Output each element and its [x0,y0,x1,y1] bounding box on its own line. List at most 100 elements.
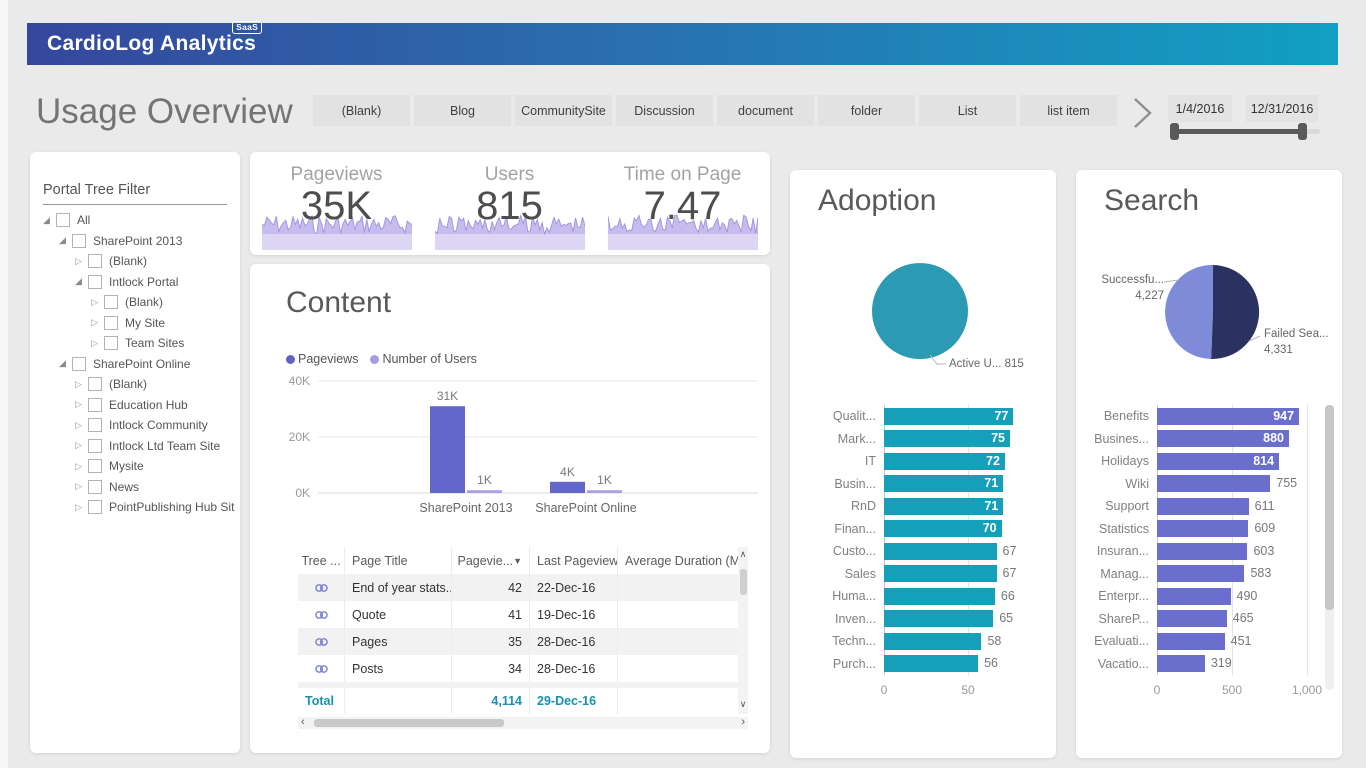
adoption-bar[interactable] [884,610,994,628]
collapse-icon[interactable]: ◢ [75,276,82,287]
tree-checkbox[interactable] [88,377,102,392]
column-bar-pageviews[interactable] [550,481,585,493]
tree-checkbox[interactable] [72,356,86,371]
chevron-right-icon[interactable] [1126,93,1156,133]
date-start-input[interactable]: 1/4/2016 [1168,95,1232,122]
content-type-button[interactable]: Discussion [616,95,713,126]
adoption-bar[interactable]: 72 [884,452,1005,470]
tree-item[interactable]: ▷ Team Sites [30,333,238,354]
column-bar-number-of-users[interactable] [587,490,622,493]
scrollbar-thumb[interactable] [314,719,504,727]
search-bar[interactable]: 880 [1157,430,1289,448]
expand-icon[interactable]: ▷ [91,337,98,348]
legend-item-number-of-users[interactable]: Number of Users [370,352,477,366]
date-end-input[interactable]: 12/31/2016 [1246,95,1318,122]
scroll-left-icon[interactable]: ‹ [301,716,305,728]
expand-icon[interactable]: ▷ [91,317,98,328]
sort-desc-icon[interactable]: ▼ [513,555,522,566]
content-type-button[interactable]: folder [818,95,915,126]
tree-item[interactable]: ◢ SharePoint Online [30,354,238,375]
search-bar[interactable] [1157,497,1249,515]
adoption-bar[interactable] [884,542,997,560]
expand-icon[interactable]: ▷ [75,378,82,389]
tree-checkbox[interactable] [88,479,102,494]
pie-slice-successfu-[interactable] [1165,264,1213,359]
search-bar[interactable] [1157,542,1248,560]
adoption-bar[interactable]: 75 [884,430,1010,448]
pie-slice-active-users[interactable] [872,263,968,359]
scrollbar-thumb[interactable] [739,569,747,595]
expand-icon[interactable]: ▷ [75,255,82,266]
collapse-icon[interactable]: ◢ [59,235,66,246]
column-bar-number-of-users[interactable] [467,490,502,493]
tree-item[interactable]: ▷ PointPublishing Hub Sit [30,497,238,518]
search-bar[interactable] [1157,587,1231,605]
tree-item[interactable]: ▷ (Blank) [30,374,238,395]
tree-item[interactable]: ▷ Education Hub [30,395,238,416]
content-type-button[interactable]: Blog [414,95,511,126]
content-type-button[interactable]: (Blank) [313,95,410,126]
collapse-icon[interactable]: ◢ [43,214,50,225]
table-header-pagevie-[interactable]: Pagevie... ▼ [451,547,529,574]
content-type-button[interactable]: list item [1020,95,1117,126]
search-bar[interactable] [1157,610,1227,628]
search-bar[interactable]: 814 [1157,452,1280,470]
tree-checkbox[interactable] [88,459,102,474]
search-bar[interactable] [1157,632,1225,650]
tree-checkbox[interactable] [88,438,102,453]
table-row[interactable]: Quote 41 19-Dec-16 [298,601,738,628]
tree-item[interactable]: ▷ (Blank) [30,251,238,272]
tree-checkbox[interactable] [104,295,118,310]
table-header-tree-[interactable]: Tree ... [301,553,341,568]
scrollbar-thumb[interactable] [1325,405,1334,610]
tree-checkbox[interactable] [88,500,102,515]
column-bar-pageviews[interactable] [430,406,465,493]
tree-item[interactable]: ▷ Intlock Ltd Team Site [30,436,238,457]
legend-item-pageviews[interactable]: Pageviews [286,352,358,366]
tree-item[interactable]: ▷ News [30,477,238,498]
tree-item[interactable]: ▷ Mysite [30,456,238,477]
tree-checkbox[interactable] [88,274,102,289]
scroll-up-icon[interactable]: ∧ [739,549,747,559]
search-bar[interactable]: 947 [1157,407,1300,425]
table-header-last-pageview[interactable]: Last Pageview [529,547,617,574]
search-bar[interactable] [1157,475,1271,493]
content-type-button[interactable]: CommunitySite [515,95,612,126]
expand-icon[interactable]: ▷ [75,501,82,512]
tree-checkbox[interactable] [104,336,118,351]
adoption-bar[interactable]: 71 [884,475,1004,493]
table-row[interactable]: Pages 35 28-Dec-16 [298,628,738,655]
table-horizontal-scrollbar[interactable]: ‹ › [298,716,748,729]
content-type-button[interactable]: document [717,95,814,126]
tree-item[interactable]: ◢ Intlock Portal [30,272,238,293]
tree-checkbox[interactable] [88,418,102,433]
tree-checkbox[interactable] [88,397,102,412]
search-chart-scrollbar[interactable] [1325,405,1334,690]
adoption-bar[interactable] [884,655,979,673]
tree-checkbox[interactable] [104,315,118,330]
tree-item[interactable]: ◢ All [30,210,238,231]
adoption-bar[interactable] [884,565,997,583]
date-slider-handle-right[interactable] [1298,123,1307,140]
expand-icon[interactable]: ▷ [75,481,82,492]
tree-item[interactable]: ▷ Intlock Community [30,415,238,436]
tree-item[interactable]: ▷ (Blank) [30,292,238,313]
date-slider-range[interactable] [1174,129,1304,134]
content-type-button[interactable]: List [919,95,1016,126]
expand-icon[interactable]: ▷ [91,296,98,307]
tree-checkbox[interactable] [88,254,102,269]
adoption-bar[interactable]: 77 [884,407,1014,425]
adoption-bar[interactable]: 70 [884,520,1002,538]
table-row[interactable]: End of year stats... 42 22-Dec-16 [298,574,738,601]
tree-checkbox[interactable] [56,213,70,228]
adoption-bar[interactable]: 71 [884,497,1004,515]
date-slider-handle-left[interactable] [1170,123,1179,140]
adoption-bar[interactable] [884,587,995,605]
tree-checkbox[interactable] [72,233,86,248]
expand-icon[interactable]: ▷ [75,440,82,451]
expand-icon[interactable]: ▷ [75,419,82,430]
search-bar[interactable] [1157,520,1249,538]
tree-item[interactable]: ▷ My Site [30,313,238,334]
table-vertical-scrollbar[interactable]: ∧ ∨ [738,547,748,714]
content-column-chart[interactable]: 0K 20K 40K 31K 4K 1K 1K SharePoint 2013 SharePoi… [270,369,760,519]
